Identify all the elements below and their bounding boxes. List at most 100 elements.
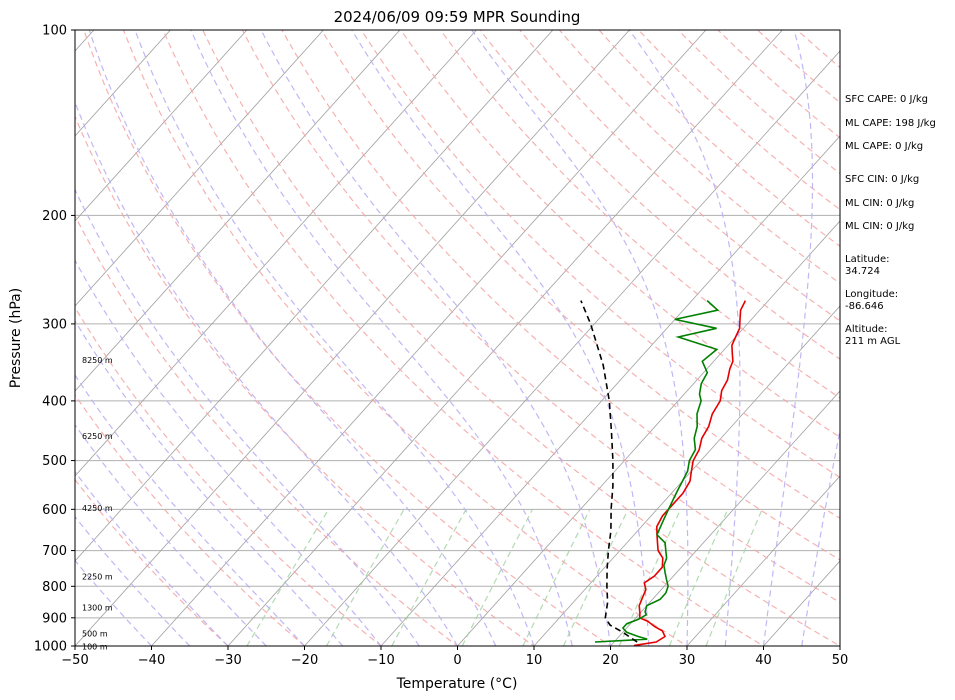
annotation-ml-cape-2: ML CAPE: 0 J/kg: [845, 141, 923, 152]
x-tick-label: 10: [526, 653, 543, 668]
moist-adiabat: [260, 30, 612, 646]
moist-adiabat: [801, 427, 840, 646]
height-label: 4250 m: [82, 504, 113, 513]
y-tick-label: 600: [42, 503, 67, 518]
isotherm--30: [227, 30, 783, 646]
y-tick-label: 400: [42, 394, 67, 409]
x-axis-label: Temperature (°C): [396, 676, 518, 692]
dry-adiabat: [241, 30, 840, 604]
dry-adiabat: [479, 30, 840, 360]
moist-adiabat: [351, 30, 650, 646]
annotation-altitude-label: Altitude:: [845, 324, 887, 335]
dry-adiabat: [558, 30, 840, 285]
parcel-profile: [580, 300, 638, 643]
y-axis: 100 200 300 400 500 600 700 800 900 1000: [34, 24, 75, 655]
isotherm--20: [303, 50, 840, 646]
y-tick-label: 500: [42, 454, 67, 469]
isotherm--60: [75, 30, 554, 562]
height-label: 8250 m: [82, 356, 113, 365]
x-tick-label: −10: [367, 653, 394, 668]
x-tick-label: −40: [138, 653, 165, 668]
y-tick-label: 700: [42, 544, 67, 559]
height-label: 1300 m: [82, 604, 113, 613]
profiles: [580, 300, 747, 646]
moist-adiabat: [628, 30, 741, 646]
isotherm--40: [150, 30, 707, 646]
x-tick-label: 30: [679, 653, 696, 668]
mixing-ratio-line: [461, 509, 534, 646]
mixing-ratio-line: [562, 509, 629, 646]
x-axis: −50 −40 −30 −20 −10 0 10 20 30 40 50: [61, 646, 848, 668]
moist-adiabat: [75, 470, 229, 646]
dry-adiabat: [637, 30, 840, 211]
x-tick-label: 50: [832, 653, 849, 668]
mixing-ratio-line: [522, 509, 591, 646]
isotherm--100: [75, 30, 248, 222]
isotherm--80: [75, 30, 401, 392]
annotation-altitude-value: 211 m AGL: [845, 336, 901, 347]
mixing-ratio-line: [705, 509, 763, 646]
isotherm--110: [75, 30, 171, 137]
annotation-latitude-label: Latitude:: [845, 254, 890, 265]
x-tick-label: −30: [214, 653, 241, 668]
isotherm-grid: [75, 30, 840, 646]
dry-adiabat: [598, 30, 840, 248]
isobar-grid: [75, 30, 840, 646]
dry-adiabat: [320, 30, 840, 519]
dry-adiabat: [717, 30, 840, 139]
x-tick-label: −20: [291, 653, 318, 668]
isotherm-0: [456, 220, 840, 646]
moist-adiabat: [471, 30, 689, 646]
annotation-sfc-cape: SFC CAPE: 0 J/kg: [845, 94, 928, 105]
dry-adiabats: [75, 30, 840, 646]
chart-title: 2024/06/09 09:59 MPR Sounding: [334, 8, 581, 26]
annotation-longitude-label: Longitude:: [845, 289, 898, 300]
height-label: 6250 m: [82, 432, 113, 441]
mixing-ratio-line: [325, 509, 405, 646]
annotation-latitude-value: 34.724: [845, 266, 880, 277]
temperature-profile: [633, 300, 747, 646]
x-tick-label: 40: [755, 653, 772, 668]
isotherm--50: [75, 30, 630, 646]
annotation-ml-cin-2: ML CIN: 0 J/kg: [845, 221, 914, 232]
moist-adiabat: [134, 30, 535, 646]
y-tick-label: 900: [42, 611, 67, 626]
annotation-ml-cape: ML CAPE: 198 J/kg: [845, 118, 936, 129]
mixing-ratio-line: [391, 509, 467, 646]
x-tick-label: 0: [453, 653, 461, 668]
moist-adiabat: [88, 30, 497, 646]
mixing-ratio-line: [246, 508, 330, 646]
dry-adiabat: [162, 30, 765, 646]
dewpoint-profile: [594, 300, 720, 643]
dry-adiabat: [519, 30, 840, 322]
dry-adiabat: [439, 30, 840, 399]
isotherm-10: [533, 305, 840, 646]
x-tick-label: 20: [602, 653, 619, 668]
moist-adiabat: [75, 423, 267, 646]
dry-adiabat: [75, 478, 229, 646]
dry-adiabat: [83, 30, 612, 646]
height-labels: 100 m 500 m 1300 m 2250 m 4250 m 6250 m 8250 m: [82, 356, 113, 651]
plot-area: [75, 30, 840, 646]
moist-adiabat: [75, 188, 420, 646]
moist-adiabat: [75, 259, 382, 646]
annotation-ml-cin: ML CIN: 0 J/kg: [845, 198, 914, 209]
dry-adiabat: [75, 214, 459, 646]
dry-adiabat: [122, 30, 689, 646]
height-label: 500 m: [82, 630, 108, 639]
dry-adiabat: [400, 30, 840, 438]
isotherm--10: [380, 135, 840, 646]
annotation-sfc-cin: SFC CIN: 0 J/kg: [845, 174, 919, 185]
dry-adiabat: [281, 30, 840, 561]
dry-adiabat: [75, 393, 306, 646]
dry-adiabat: [75, 306, 383, 646]
dry-adiabat: [75, 114, 536, 646]
y-tick-label: 200: [42, 209, 67, 224]
isotherm-20: [609, 390, 840, 646]
annotation-longitude-value: -86.646: [845, 301, 884, 312]
y-tick-label: 100: [42, 24, 67, 39]
mixing-ratio-line: [668, 509, 729, 646]
mixing-ratio-lines: [246, 508, 763, 646]
y-tick-label: 1000: [34, 640, 67, 655]
